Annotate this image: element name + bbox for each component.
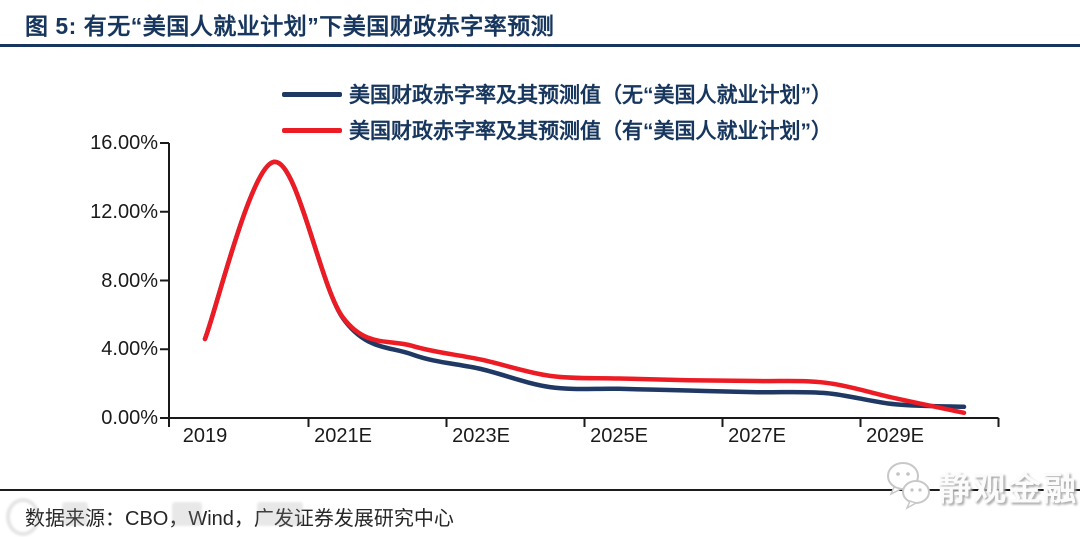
deficit-line-without-plan [202, 159, 967, 410]
x-axis-label: 2027E [728, 425, 786, 447]
title-divider [0, 44, 1080, 47]
legend-item-without-plan: 美国财政赤字率及其预测值（无“美国人就业计划”） [282, 76, 832, 112]
legend-label-without-plan: 美国财政赤字率及其预测值（无“美国人就业计划”） [349, 84, 832, 107]
wechat-chat-bubbles-icon [887, 462, 930, 510]
navy-line-swatch-icon [282, 91, 342, 97]
legend-item-with-plan: 美国财政赤字率及其预测值（有“美国人就业计划”） [282, 112, 832, 148]
x-axis-label: 2021E [314, 425, 372, 447]
y-axis-label: 0.00% [101, 407, 158, 429]
data-source-text: 数据来源：CBO，Wind，广发证券发展研究中心 [25, 508, 454, 530]
footer-divider [0, 489, 1080, 491]
legend-label-with-plan: 美国财政赤字率及其预测值（有“美国人就业计划”） [349, 120, 832, 143]
wechat-account-name: 静观金融 [938, 470, 1078, 507]
y-axis-label: 12.00% [90, 200, 158, 223]
y-axis-label: 4.00% [101, 338, 158, 361]
deficit-line-with-plan [202, 159, 967, 416]
y-axis-label: 8.00% [101, 269, 158, 292]
x-axis-label: 2023E [452, 425, 510, 447]
y-axis-label: 16.00% [90, 132, 158, 154]
x-axis-label: 2019 [182, 425, 228, 447]
figure-title: 图 5: 有无“美国人就业计划”下美国财政赤字率预测 [25, 13, 555, 39]
chart-legend: 美国财政赤字率及其预测值（无“美国人就业计划”） 美国财政赤字率及其预测值（有“… [282, 76, 832, 148]
x-axis-label: 2029E [866, 425, 924, 447]
x-axis-label: 2025E [590, 425, 648, 447]
wechat-account-watermark: 静观金融 [882, 458, 1078, 514]
red-line-swatch-icon [282, 127, 342, 133]
